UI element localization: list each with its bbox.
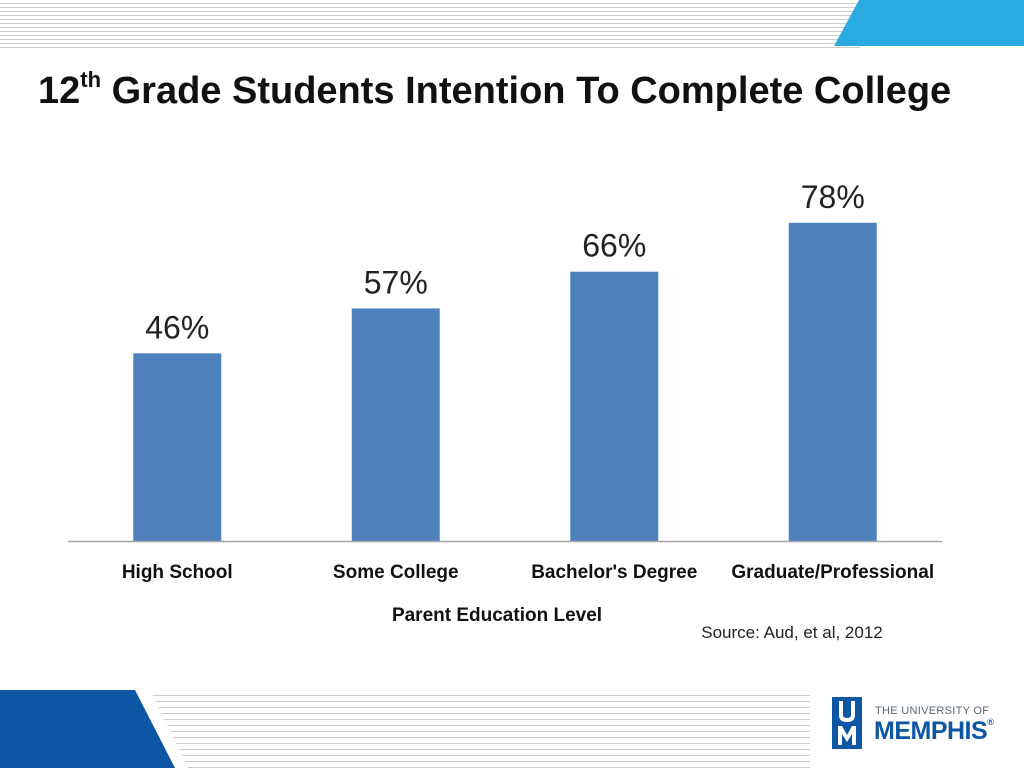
- top-accent-shape: [834, 0, 1024, 46]
- x-tick-label-2: Some College: [333, 562, 459, 583]
- logo-wordmark: MEMPHIS®: [874, 717, 994, 745]
- data-label-2: 57%: [364, 264, 428, 300]
- top-stripe-decoration: [0, 0, 860, 48]
- source-note: Source: Aud, et al, 2012: [701, 623, 882, 642]
- data-label-1: 46%: [145, 309, 209, 345]
- bar-2: [351, 308, 440, 541]
- x-tick-label-4: Graduate/Professional: [731, 562, 934, 583]
- bar-1: [133, 353, 222, 541]
- logo-subtitle: THE UNIVERSITY OF: [875, 705, 990, 717]
- data-label-3: 66%: [582, 228, 646, 264]
- bottom-stripe-decoration: [150, 690, 810, 768]
- bar-chart: 46% High School 57% Some College 66% Bachelor…: [68, 179, 942, 642]
- data-label-4: 78%: [801, 179, 865, 215]
- university-logo: THE UNIVERSITY OF MEMPHIS®: [832, 697, 1002, 751]
- bar-4: [788, 222, 877, 541]
- bar-3: [570, 271, 659, 541]
- x-tick-label-3: Bachelor's Degree: [531, 562, 697, 583]
- bottom-accent-shape: [0, 690, 175, 768]
- x-tick-label-1: High School: [122, 562, 233, 583]
- slide-title: 12th Grade Students Intention To Complet…: [38, 67, 952, 113]
- um-monogram-icon: [832, 697, 862, 749]
- x-axis-title: Parent Education Level: [392, 605, 602, 626]
